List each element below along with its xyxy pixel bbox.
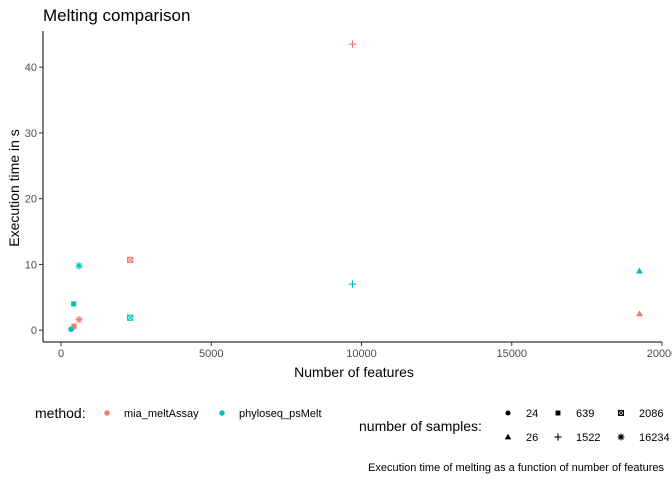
- data-point-mia-meltAssay: [75, 316, 83, 324]
- shape-legend-label: 26: [526, 432, 538, 444]
- shape-legend-label: 16234: [639, 432, 670, 444]
- color-legend-key: [104, 410, 110, 416]
- y-axis-label: Execution time in s: [6, 129, 22, 247]
- x-tick-label: 5000: [199, 348, 223, 360]
- data-point-phyloseq-psMelt: [348, 280, 357, 288]
- x-tick-label: 10000: [346, 348, 377, 360]
- shape-legend-label: 2086: [639, 408, 663, 420]
- data-point-phyloseq-psMelt: [636, 267, 643, 274]
- shape-legend-key: [505, 410, 511, 416]
- y-tick-label: 20: [25, 194, 37, 206]
- color-legend-title: method:: [35, 405, 86, 421]
- data-point-phyloseq-psMelt: [75, 262, 83, 270]
- x-tick-label: 0: [58, 348, 64, 360]
- y-tick-label: 0: [31, 325, 37, 337]
- y-tick-label: 40: [25, 62, 37, 74]
- y-tick-label: 30: [25, 128, 37, 140]
- legend-area: method: mia_meltAssay phyloseq_psMeltnumbe…: [35, 405, 670, 444]
- data-point-mia-meltAssay: [71, 323, 77, 329]
- data-point-mia-meltAssay: [636, 310, 643, 317]
- x-axis-label: Number of features: [294, 364, 414, 380]
- data-point-mia-meltAssay: [127, 256, 134, 263]
- shape-legend-key: [555, 410, 561, 416]
- shape-legend-label: 1522: [576, 432, 600, 444]
- data-point-phyloseq-psMelt: [71, 301, 77, 307]
- x-tick-label: 15000: [496, 348, 527, 360]
- data-point-mia-meltAssay: [348, 40, 357, 48]
- shape-legend-label: 639: [576, 408, 594, 420]
- chart-title: Melting comparison: [43, 6, 190, 25]
- color-legend-label: phyloseq_psMelt: [239, 408, 322, 420]
- shape-legend-key: [617, 433, 625, 441]
- shape-legend-label: 24: [526, 408, 538, 420]
- shape-legend-key: [554, 433, 562, 441]
- data-point-phyloseq-psMelt: [68, 326, 74, 332]
- chart-caption: Execution time of melting as a function …: [368, 462, 664, 474]
- color-legend-key: [219, 410, 225, 416]
- y-tick-label: 10: [25, 259, 37, 271]
- color-legend-label: mia_meltAssay: [124, 408, 199, 420]
- data-point-phyloseq-psMelt: [127, 314, 134, 321]
- shape-legend-key: [504, 433, 512, 440]
- shape-legend-key: [618, 410, 624, 416]
- shape-legend-title: number of samples:: [359, 418, 482, 434]
